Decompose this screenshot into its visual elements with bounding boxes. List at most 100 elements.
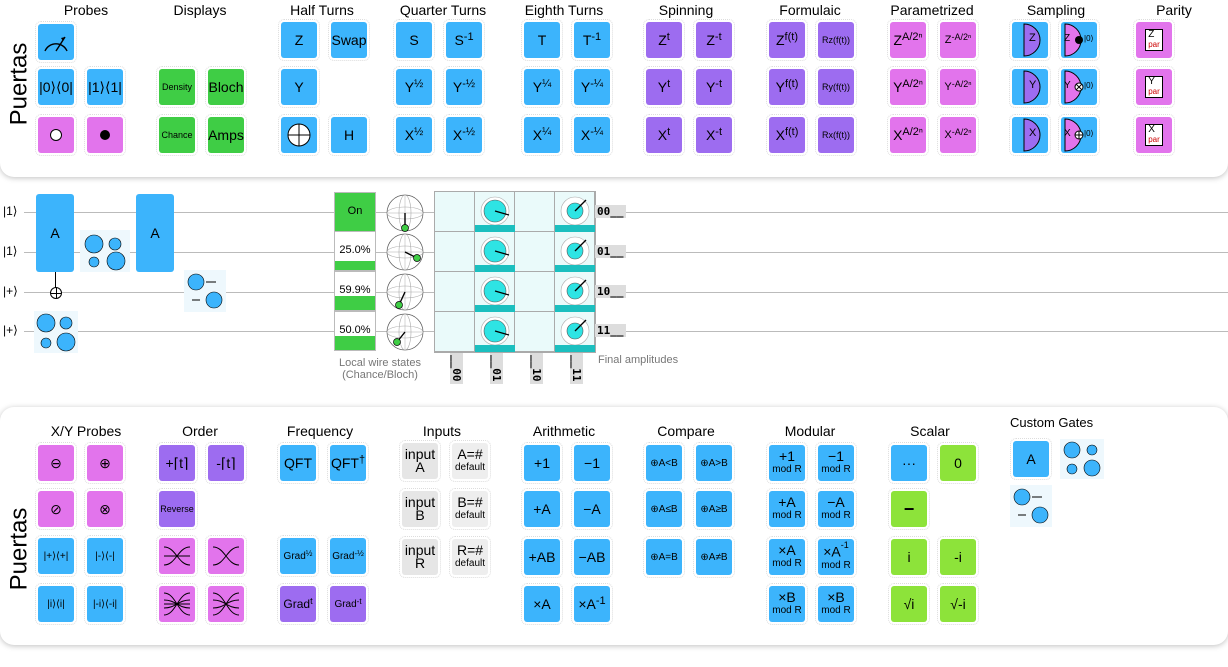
postselect-neg-i-gate[interactable]: |-i⟩⟨-i| (84, 583, 126, 625)
i-gate[interactable]: i (888, 536, 930, 578)
bloch-display-gate[interactable]: Bloch (205, 66, 247, 108)
z-neg-param-gate[interactable]: Z -A/2ⁿ (937, 19, 979, 61)
postselect-i-gate[interactable]: |i⟩⟨i| (35, 583, 77, 625)
ry-ft-gate[interactable]: Ry(f(t)) (815, 66, 857, 108)
chance-display[interactable]: On (334, 192, 376, 232)
y-gate[interactable]: Y (278, 66, 320, 108)
mod-mul-b-pow-neg-a-gate[interactable]: ×B mod R (815, 583, 857, 625)
mod-sub-a-gate[interactable]: −A mod R (815, 488, 857, 530)
measure-gate[interactable] (35, 21, 77, 63)
bloch-sphere-icon[interactable] (385, 193, 425, 233)
grad-neg-half-gate[interactable]: Grad -½ (327, 535, 369, 577)
s-gate[interactable]: S (393, 19, 435, 61)
negate-gate[interactable]: − (888, 488, 930, 530)
y-control-gate[interactable]: ⊗ (84, 488, 126, 530)
x-param-gate[interactable]: X A/2ⁿ (887, 114, 929, 156)
bloch-sphere-icon[interactable] (385, 272, 425, 312)
x-neg-half-gate[interactable]: X -½ (443, 114, 485, 156)
compare-ne-gate[interactable]: ⊕A≠B (693, 536, 735, 578)
y-param-gate[interactable]: Y A/2ⁿ (887, 66, 929, 108)
mul-a-inverse-gate[interactable]: ×A -1 (571, 583, 613, 625)
wire-input-label[interactable]: |1⟩ (3, 204, 18, 218)
postselect-plus-gate[interactable]: |+⟩⟨+| (35, 535, 77, 577)
chance-display[interactable]: 50.0% (334, 311, 376, 351)
z-measure-gate[interactable]: Z (1009, 19, 1051, 61)
t-gate[interactable]: T (521, 19, 563, 61)
add-ab-gate[interactable]: +AB (521, 536, 563, 578)
z-neg-t-gate[interactable]: Z -t (693, 19, 735, 61)
s-inverse-gate[interactable]: S -1 (443, 19, 485, 61)
y-measure-gate[interactable]: Y (1009, 66, 1051, 108)
zero-gate[interactable]: 0 (937, 442, 979, 484)
input-r-gate[interactable]: input R (399, 536, 441, 578)
compare-lt-gate[interactable]: ⊕A<B (643, 442, 685, 484)
deinterleave-gate[interactable] (205, 535, 247, 577)
chance-display[interactable]: 25.0% (334, 231, 376, 271)
rz-ft-gate[interactable]: Rz(f(t)) (815, 19, 857, 61)
mod-add-a-gate[interactable]: +A mod R (766, 488, 808, 530)
x-neg-t-gate[interactable]: X -t (693, 114, 735, 156)
x-gate[interactable] (278, 114, 320, 156)
interleave-gate[interactable] (156, 535, 198, 577)
mini-amplitude-icon[interactable] (34, 311, 78, 353)
rx-ft-gate[interactable]: Rx(f(t)) (815, 114, 857, 156)
wire-input-label[interactable]: |+⟩ (3, 284, 18, 298)
mod-decrement-gate[interactable]: −1 mod R (815, 442, 857, 484)
amps-display-gate[interactable]: Amps (205, 114, 247, 156)
control-gate[interactable] (84, 114, 126, 156)
mini-amplitude-icon[interactable] (184, 270, 226, 312)
mod-mul-a-gate[interactable]: ×A mod R (766, 536, 808, 578)
default-b-gate[interactable]: B=# default (449, 488, 491, 530)
sub-a-gate[interactable]: −A (571, 488, 613, 530)
z-param-gate[interactable]: Z A/2ⁿ (887, 19, 929, 61)
custom-amplitude-icon[interactable] (1060, 439, 1104, 479)
x-neg-quarter-gate[interactable]: X -¼ (571, 114, 613, 156)
mul-a-gate[interactable]: ×A (521, 583, 563, 625)
grad-half-gate[interactable]: Grad ½ (277, 535, 319, 577)
y-neg-half-gate[interactable]: Y -½ (443, 66, 485, 108)
sqrt-neg-i-gate[interactable]: √-i (937, 583, 979, 625)
custom-amplitude-icon[interactable] (1010, 485, 1052, 527)
y-neg-param-gate[interactable]: Y -A/2ⁿ (937, 66, 979, 108)
cycle-up-gate[interactable]: +⌈t⌉ (156, 442, 198, 484)
density-display-gate[interactable]: Density (156, 66, 198, 108)
y-neg-t-gate[interactable]: Y -t (693, 66, 735, 108)
wire-input-label[interactable]: |1⟩ (3, 244, 18, 258)
qft-inverse-gate[interactable]: QFT † (327, 442, 369, 484)
x-measure-gate[interactable]: X (1009, 114, 1051, 156)
anti-control-gate[interactable] (35, 114, 77, 156)
amplitude-display[interactable] (434, 191, 596, 353)
custom-gate-a[interactable]: A (1010, 438, 1052, 480)
mod-mul-a-inverse-gate[interactable]: ×A-1 mod R (815, 536, 857, 578)
x-neg-param-gate[interactable]: X -A/2ⁿ (937, 114, 979, 156)
cycle-down-gate[interactable]: -⌈t⌉ (205, 442, 247, 484)
sqrt-i-gate[interactable]: √i (888, 583, 930, 625)
compare-gt-gate[interactable]: ⊕A>B (693, 442, 735, 484)
grad-neg-t-gate[interactable]: Grad -t (327, 583, 369, 625)
postselect-minus-gate[interactable]: |-⟩⟨-| (84, 535, 126, 577)
mini-amplitude-icon[interactable] (80, 230, 130, 272)
default-a-gate[interactable]: A=# default (449, 440, 491, 482)
oplus-icon[interactable] (50, 287, 62, 299)
h-gate[interactable]: H (328, 114, 370, 156)
wire-input-label[interactable]: |+⟩ (3, 323, 18, 337)
identity-gate[interactable]: ··· (888, 442, 930, 484)
chance-display[interactable]: 59.9% (334, 271, 376, 311)
x-control-gate[interactable]: ⊕ (84, 442, 126, 484)
custom-gate-a[interactable]: A (136, 194, 174, 272)
neg-i-gate[interactable]: -i (937, 536, 979, 578)
decrement-gate[interactable]: −1 (571, 442, 613, 484)
compare-eq-gate[interactable]: ⊕A=B (643, 536, 685, 578)
